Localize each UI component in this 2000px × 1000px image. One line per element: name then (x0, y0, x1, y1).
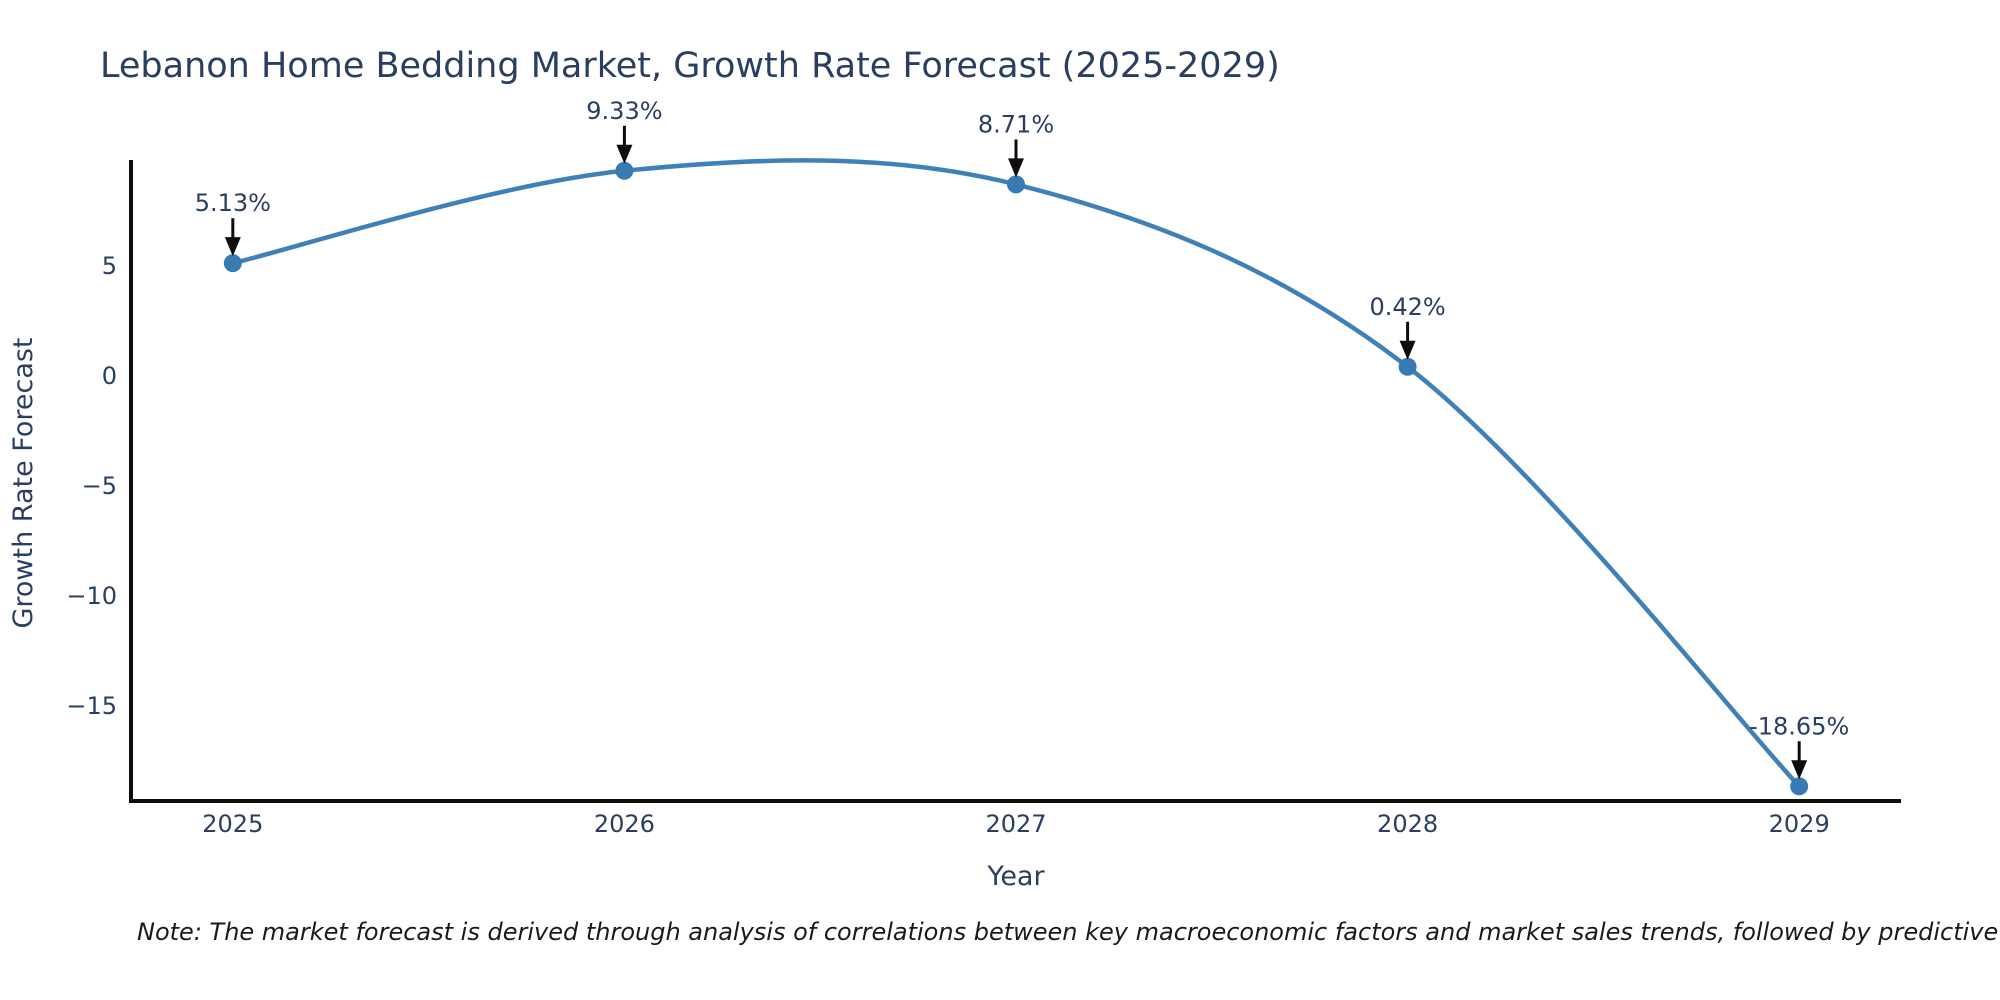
annotation-arrowhead-icon (616, 144, 633, 164)
point-annotation-label: 8.71% (978, 110, 1054, 138)
point-annotation-label: 9.33% (586, 97, 662, 125)
annotation-arrowhead-icon (224, 237, 241, 257)
x-tick-label: 2027 (985, 810, 1046, 838)
annotation-arrowhead-icon (1399, 340, 1416, 360)
data-point-marker[interactable] (1007, 175, 1025, 194)
forecast-spline-line (232, 158, 1801, 788)
x-tick-label: 2026 (594, 810, 655, 838)
chart-title: Lebanon Home Bedding Market, Growth Rate… (100, 46, 1280, 86)
point-annotation-label: -18.65% (1749, 712, 1849, 740)
point-annotation-label: 5.13% (195, 189, 271, 217)
y-tick-label: 0 (102, 362, 117, 390)
annotation-arrowhead-icon (1008, 158, 1024, 178)
y-tick-label: −15 (66, 692, 117, 720)
data-point-marker[interactable] (1790, 777, 1809, 796)
data-point-marker[interactable] (615, 161, 634, 180)
y-tick-label: −5 (82, 472, 117, 500)
y-tick-label: −10 (66, 582, 117, 610)
data-point-marker[interactable] (1398, 357, 1417, 376)
x-axis-title: Year (986, 861, 1045, 892)
x-tick-label: 2029 (1769, 810, 1830, 838)
y-axis-title: Growth Rate Forecast (8, 337, 39, 628)
footnote: Note: The market forecast is derived thr… (137, 918, 2000, 946)
annotation-arrowhead-icon (1791, 760, 1808, 780)
data-point-marker[interactable] (223, 254, 242, 273)
y-tick-label: 5 (102, 252, 117, 280)
point-annotation-label: 0.42% (1369, 293, 1445, 321)
x-tick-label: 2025 (202, 810, 263, 838)
x-tick-label: 2028 (1377, 810, 1438, 838)
